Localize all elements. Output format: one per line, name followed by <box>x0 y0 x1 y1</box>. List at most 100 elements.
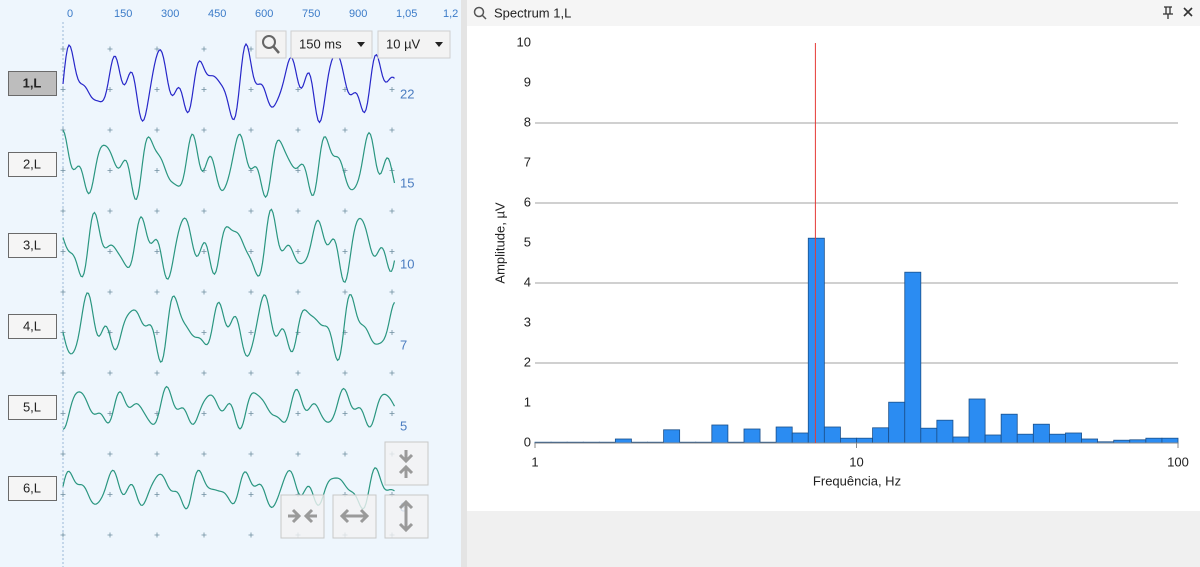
bar <box>840 437 857 444</box>
channel-label: 2,L <box>23 156 41 171</box>
grid-cross <box>60 492 66 497</box>
grid-cross <box>248 46 254 52</box>
icon <box>398 450 414 478</box>
sensitivity-value: 10 µV <box>386 36 421 51</box>
bar <box>614 438 632 444</box>
pin-button[interactable] <box>1163 6 1173 19</box>
grid-cross <box>60 87 66 92</box>
grid-cross <box>342 87 348 92</box>
channel-scale: 10 <box>400 256 414 271</box>
grid-cross <box>60 46 66 52</box>
grid-cross <box>60 370 66 376</box>
grid-cross <box>201 208 207 214</box>
channel-label: 5,L <box>23 399 41 414</box>
grid-cross <box>295 127 301 133</box>
grid-cross <box>295 208 301 214</box>
eeg-trace <box>62 292 396 363</box>
grid-cross <box>248 87 254 92</box>
icon <box>398 499 414 533</box>
grid-cross <box>107 249 113 254</box>
grid-cross <box>154 451 160 457</box>
bar <box>1145 437 1163 444</box>
grid-cross <box>248 127 254 133</box>
grid-cross <box>342 127 348 133</box>
eeg-trace <box>62 208 396 284</box>
close-button[interactable] <box>1183 7 1193 17</box>
grid-cross <box>201 289 207 295</box>
dropdown-arrow <box>357 42 365 47</box>
grid-cross <box>248 208 254 214</box>
grid-cross <box>201 87 207 92</box>
timebase-dropdown[interactable] <box>290 30 373 59</box>
channel-button[interactable] <box>8 476 57 501</box>
grid-cross <box>154 46 160 52</box>
time-label: 1,2 <box>443 8 458 20</box>
grid-cross <box>107 208 113 214</box>
grid-cross <box>60 289 66 295</box>
time-label: 1,05 <box>396 8 417 20</box>
channel-label: 3,L <box>23 237 41 252</box>
eeg-panel <box>0 0 461 567</box>
search-icon <box>473 6 485 18</box>
grid-cross <box>60 249 66 254</box>
timebase-value: 150 ms <box>299 36 342 51</box>
grid-cross <box>154 289 160 295</box>
channel-button[interactable] <box>8 314 57 339</box>
y-tick-label: 10 <box>517 34 531 49</box>
channel-button[interactable] <box>8 395 57 420</box>
channel-label: 1,L <box>23 75 42 90</box>
compress-vertical-button[interactable] <box>384 441 429 486</box>
grid-cross <box>248 411 254 416</box>
x-tick-label: 10 <box>849 454 863 469</box>
grid-cross <box>389 370 395 376</box>
grid-cross <box>154 532 160 538</box>
icon <box>288 508 317 524</box>
grid-cross <box>107 532 113 538</box>
time-label: 900 <box>349 8 367 20</box>
grid-cross <box>248 289 254 295</box>
search-icon <box>481 14 487 20</box>
grid-cross <box>107 168 113 173</box>
grid-cross <box>389 411 395 416</box>
time-label: 450 <box>208 8 226 20</box>
bar <box>1081 438 1099 444</box>
grid-cross <box>154 168 160 173</box>
grid-cross <box>389 127 395 133</box>
bar <box>1000 413 1018 444</box>
y-tick-label: 5 <box>524 234 531 249</box>
grid-cross <box>154 208 160 214</box>
y-tick-label: 1 <box>524 394 531 409</box>
grid-cross <box>107 127 113 133</box>
compress-horizontal-button[interactable] <box>280 494 325 539</box>
panel-header <box>467 0 1200 26</box>
grid-cross <box>107 289 113 295</box>
bar <box>904 271 922 444</box>
bar <box>711 424 729 444</box>
x-tick-label: 1 <box>531 454 538 469</box>
grid-cross <box>60 451 66 457</box>
splitter[interactable] <box>461 0 467 567</box>
bar <box>920 427 938 444</box>
channel-button[interactable] <box>8 152 57 177</box>
zoom-icon <box>262 35 276 49</box>
time-label: 150 <box>114 8 132 20</box>
y-tick-label: 0 <box>524 434 531 449</box>
grid-cross <box>201 370 207 376</box>
bar <box>663 429 681 444</box>
zoom-button[interactable] <box>255 30 287 59</box>
grid-cross <box>248 370 254 376</box>
grid-cross <box>389 208 395 214</box>
bar <box>872 427 890 444</box>
channel-button[interactable] <box>8 71 57 96</box>
bar <box>936 419 954 444</box>
eeg-trace <box>62 385 396 430</box>
bar <box>791 432 809 444</box>
grid-cross <box>154 370 160 376</box>
eeg-trace <box>62 129 396 200</box>
grid-cross <box>389 249 395 254</box>
grid-cross <box>342 208 348 214</box>
bar <box>775 426 793 444</box>
channel-button[interactable] <box>8 233 57 258</box>
